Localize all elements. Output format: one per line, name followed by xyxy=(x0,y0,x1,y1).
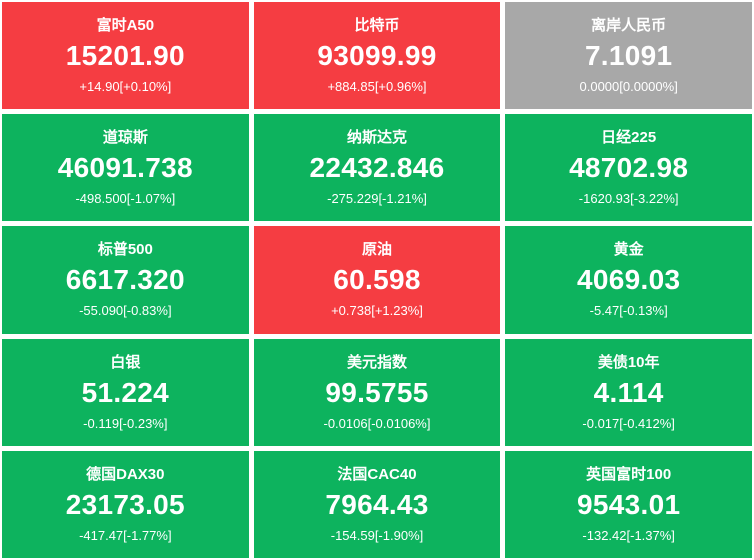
market-tile[interactable]: 英国富时100 9543.01 -132.42[-1.37%] xyxy=(505,450,752,558)
instrument-name: 日经225 xyxy=(601,129,657,147)
instrument-change: -154.59[-1.90%] xyxy=(330,527,424,543)
instrument-price: 4069.03 xyxy=(577,264,681,296)
instrument-change: -5.47[-0.13%] xyxy=(589,303,668,319)
market-tile[interactable]: 标普500 6617.320 -55.090[-0.83%] xyxy=(2,226,249,334)
instrument-price: 51.224 xyxy=(81,376,170,408)
market-tile[interactable]: 比特币 93099.99 +884.85[+0.96%] xyxy=(253,2,501,110)
instrument-change: -0.119[-0.23%] xyxy=(83,415,168,431)
instrument-name: 原油 xyxy=(361,241,392,259)
instrument-change: -275.229[-1.21%] xyxy=(327,191,427,207)
instrument-price: 22432.846 xyxy=(309,152,445,184)
market-tile[interactable]: 道琼斯 46091.738 -498.500[-1.07%] xyxy=(2,114,249,222)
instrument-name: 黄金 xyxy=(613,241,644,259)
market-tile[interactable]: 富时A50 15201.90 +14.90[+0.10%] xyxy=(2,2,249,110)
instrument-name: 纳斯达克 xyxy=(346,129,407,147)
instrument-name: 德国DAX30 xyxy=(86,465,165,483)
instrument-price: 4.114 xyxy=(593,376,664,408)
instrument-change: -1620.93[-3.22%] xyxy=(578,191,679,207)
instrument-name: 美元指数 xyxy=(346,353,407,371)
market-tile[interactable]: 德国DAX30 23173.05 -417.47[-1.77%] xyxy=(2,450,249,558)
instrument-change: -0.0106[-0.0106%] xyxy=(323,415,431,431)
market-tile[interactable]: 日经225 48702.98 -1620.93[-3.22%] xyxy=(505,114,752,222)
instrument-price: 15201.90 xyxy=(65,40,185,72)
instrument-price: 7.1091 xyxy=(584,40,673,72)
instrument-name: 比特币 xyxy=(354,17,400,35)
instrument-change: +0.738[+1.23%] xyxy=(331,303,423,319)
instrument-change: -498.500[-1.07%] xyxy=(75,191,176,207)
instrument-name: 英国富时100 xyxy=(586,465,672,483)
instrument-change: -417.47[-1.77%] xyxy=(79,527,172,543)
instrument-price: 48702.98 xyxy=(569,152,689,184)
market-tile[interactable]: 离岸人民币 7.1091 0.0000[0.0000%] xyxy=(505,2,752,110)
instrument-change: +14.90[+0.10%] xyxy=(79,79,172,95)
instrument-change: 0.0000[0.0000%] xyxy=(579,79,678,95)
instrument-change: -132.42[-1.37%] xyxy=(582,527,675,543)
instrument-name: 白银 xyxy=(110,353,141,371)
instrument-price: 99.5755 xyxy=(325,376,429,408)
instrument-price: 23173.05 xyxy=(65,488,185,520)
market-tile[interactable]: 法国CAC40 7964.43 -154.59[-1.90%] xyxy=(253,450,501,558)
instrument-price: 6617.320 xyxy=(65,264,185,296)
market-tile[interactable]: 白银 51.224 -0.119[-0.23%] xyxy=(2,338,249,446)
instrument-name: 离岸人民币 xyxy=(591,17,667,35)
market-tile[interactable]: 纳斯达克 22432.846 -275.229[-1.21%] xyxy=(253,114,501,222)
instrument-change: +884.85[+0.96%] xyxy=(327,79,427,95)
instrument-price: 46091.738 xyxy=(57,152,193,184)
market-tile[interactable]: 原油 60.598 +0.738[+1.23%] xyxy=(253,226,501,334)
instrument-change: -0.017[-0.412%] xyxy=(582,415,675,431)
instrument-name: 美债10年 xyxy=(597,353,660,371)
instrument-name: 标普500 xyxy=(97,241,153,259)
instrument-name: 富时A50 xyxy=(96,17,155,35)
instrument-price: 7964.43 xyxy=(325,488,429,520)
instrument-change: -55.090[-0.83%] xyxy=(79,303,172,319)
instrument-name: 道琼斯 xyxy=(102,129,148,147)
market-tile[interactable]: 美债10年 4.114 -0.017[-0.412%] xyxy=(505,338,752,446)
instrument-price: 60.598 xyxy=(333,264,421,296)
instrument-price: 93099.99 xyxy=(317,40,437,72)
market-tile[interactable]: 黄金 4069.03 -5.47[-0.13%] xyxy=(505,226,752,334)
instrument-price: 9543.01 xyxy=(577,488,681,520)
market-tile[interactable]: 美元指数 99.5755 -0.0106[-0.0106%] xyxy=(253,338,501,446)
instrument-name: 法国CAC40 xyxy=(337,465,417,483)
